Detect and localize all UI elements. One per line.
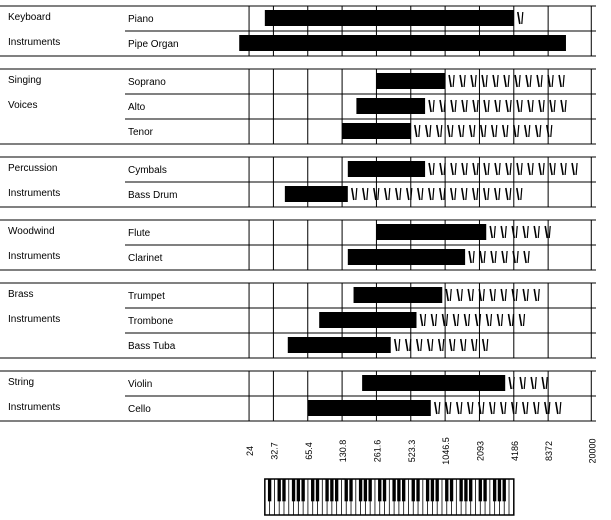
group-label-line2: Instruments (8, 402, 60, 413)
harmonics-range (517, 11, 524, 25)
harmonics-range (419, 313, 526, 327)
x-tick-label: 32.7 (269, 442, 279, 460)
fundamental-range-bar (356, 98, 426, 114)
harmonics-range (508, 376, 548, 390)
x-tick-label: 2093 (475, 441, 485, 461)
group-label-line2: Voices (8, 100, 37, 111)
group-label-line2: Instruments (8, 251, 60, 262)
x-tick-label: 24 (245, 446, 255, 456)
harmonics-range (428, 162, 578, 176)
harmonics-range (351, 187, 523, 201)
fundamental-range-bar (284, 186, 348, 202)
instrument-label: Piano (128, 14, 154, 25)
harmonics-range (393, 338, 489, 352)
instrument-label: Tenor (128, 127, 154, 138)
harmonics-range (413, 124, 553, 138)
fundamental-range-bar (347, 161, 426, 177)
instrument-label: Pipe Organ (128, 39, 179, 50)
fundamental-range-bar (376, 224, 487, 240)
group-label-line2: Instruments (8, 37, 60, 48)
x-tick-label: 65.4 (304, 442, 314, 460)
instrument-label: Flute (128, 228, 151, 239)
group-label: Percussion (8, 163, 57, 174)
x-tick-label: 8372 (544, 441, 554, 461)
fundamental-range-bar (342, 123, 411, 139)
harmonics-range (468, 250, 530, 264)
harmonics-range (428, 99, 567, 113)
instrument-label: Trumpet (128, 291, 165, 302)
group-label: Keyboard (8, 12, 51, 23)
x-tick-label: 4186 (510, 441, 520, 461)
fundamental-range-bar (376, 73, 446, 89)
instrument-label: Alto (128, 102, 146, 113)
row-labels: Keyboard Instruments Singing Voices Percussi… (8, 12, 179, 415)
harmonics-range (448, 74, 565, 88)
fundamental-range-bar (347, 249, 466, 265)
group-label: Woodwind (8, 226, 55, 237)
x-tick-label: 523.3 (407, 440, 417, 463)
instrument-label: Soprano (128, 77, 166, 88)
x-tick-label: 1046.5 (441, 437, 451, 465)
fundamental-range-bar (353, 287, 443, 303)
harmonics-range (434, 401, 562, 415)
group-label: Singing (8, 75, 41, 86)
fundamental-range-bar (287, 337, 391, 353)
group-label-line2: Instruments (8, 188, 60, 199)
x-tick-label: 261.6 (372, 440, 382, 463)
x-axis-tick-labels: 24 32.7 65.4 130.8 261.6 523.3 1046.5 2093 4186 8… (245, 437, 597, 465)
group-label-line2: Instruments (8, 314, 60, 325)
fundamental-range-bar (239, 35, 566, 51)
chart-frame (0, 5, 596, 422)
instrument-label: Cymbals (128, 165, 167, 176)
instrument-label: Cello (128, 404, 151, 415)
x-tick-label: 20000 (587, 438, 597, 463)
instrument-label: Clarinet (128, 253, 163, 264)
instrument-label: Bass Tuba (128, 341, 176, 352)
piano-keyboard-icon (264, 478, 515, 516)
harmonics-range (445, 288, 540, 302)
x-tick-label: 130.8 (338, 440, 348, 463)
range-bars (239, 10, 578, 416)
fundamental-range-bar (362, 375, 506, 391)
fundamental-range-bar (264, 10, 514, 26)
instrument-label: Violin (128, 379, 152, 390)
instrument-label: Bass Drum (128, 190, 177, 201)
instrument-label: Trombone (128, 316, 174, 327)
harmonics-range (489, 225, 551, 239)
group-label: Brass (8, 289, 34, 300)
fundamental-range-bar (319, 312, 417, 328)
fundamental-range-bar (307, 400, 431, 416)
group-label: String (8, 377, 34, 388)
